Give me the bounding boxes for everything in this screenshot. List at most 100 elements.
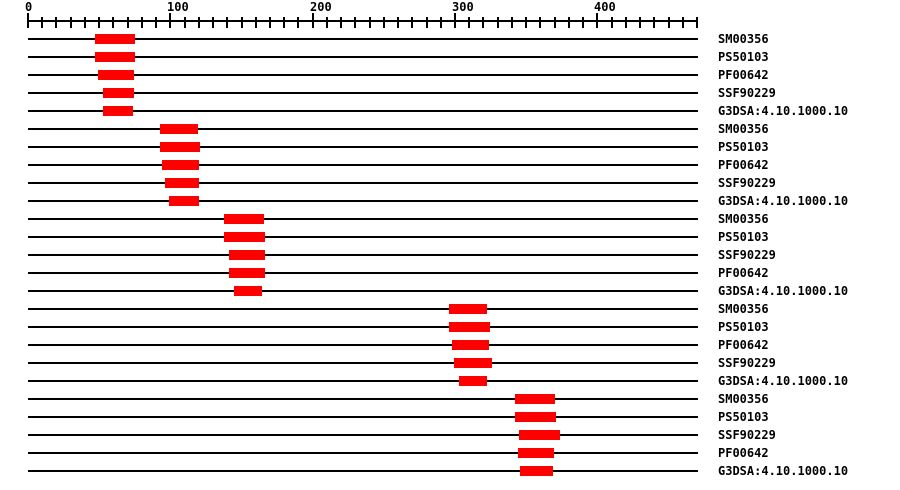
axis-minor-tick [340,17,342,28]
axis-minor-tick [212,17,214,28]
sequence-line [28,74,698,76]
axis-minor-tick [639,17,641,28]
match-bar [449,304,487,314]
axis-minor-tick [554,17,556,28]
sequence-line [28,146,698,148]
signature-label: G3DSA:4.10.1000.10 [718,374,849,388]
match-bar [169,196,199,206]
axis-minor-tick [297,17,299,28]
match-bar [515,412,556,422]
signature-label: SSF90229 [718,356,776,370]
sequence-line [28,38,698,40]
axis-minor-tick [668,17,670,28]
signature-label: SM00356 [718,212,769,226]
axis-major-tick [454,13,456,28]
signature-label: SM00356 [718,302,769,316]
axis-minor-tick [653,17,655,28]
signature-label: PS50103 [718,410,769,424]
signature-label: SSF90229 [718,176,776,190]
axis-tick-label: 100 [167,0,189,14]
signature-label: SM00356 [718,392,769,406]
axis-minor-tick [582,17,584,28]
signature-label: PF00642 [718,446,769,460]
sequence-line [28,452,698,454]
signature-label: PS50103 [718,230,769,244]
match-bar [234,286,262,296]
match-bar [103,106,133,116]
axis-minor-tick [98,17,100,28]
signature-label: SSF90229 [718,248,776,262]
match-bar [229,268,265,278]
match-bar [224,214,264,224]
sequence-line [28,362,698,364]
axis-minor-tick [468,17,470,28]
match-bar [454,358,492,368]
signature-label: PS50103 [718,50,769,64]
match-bar [229,250,265,260]
axis-minor-tick [241,17,243,28]
signature-label: SM00356 [718,32,769,46]
signature-label: PF00642 [718,266,769,280]
signature-label: G3DSA:4.10.1000.10 [718,104,849,118]
axis-minor-tick [426,17,428,28]
match-bar [160,142,200,152]
axis-tick-label: 0 [25,0,33,14]
axis-minor-tick [497,17,499,28]
axis-minor-tick [127,17,129,28]
signature-label: SSF90229 [718,428,776,442]
sequence-line [28,254,698,256]
axis-tick-label: 400 [594,0,616,14]
axis-minor-tick [525,17,527,28]
axis-minor-tick [625,17,627,28]
axis-minor-tick [155,17,157,28]
match-bar [162,160,199,170]
axis-minor-tick [369,17,371,28]
axis-minor-tick [383,17,385,28]
signature-label: G3DSA:4.10.1000.10 [718,464,849,478]
axis-baseline [28,20,698,22]
axis-minor-tick [326,17,328,28]
signature-label: SSF90229 [718,86,776,100]
match-bar [103,88,134,98]
match-bar [98,70,134,80]
axis-major-tick [27,13,29,28]
signature-label: PF00642 [718,338,769,352]
axis-minor-tick [269,17,271,28]
match-bar [449,322,490,332]
axis-minor-tick [568,17,570,28]
sequence-line [28,56,698,58]
sequence-line [28,308,698,310]
signature-label: PF00642 [718,158,769,172]
signature-label: PF00642 [718,68,769,82]
match-bar [520,466,553,476]
sequence-line [28,470,698,472]
sequence-line [28,398,698,400]
signature-label: G3DSA:4.10.1000.10 [718,194,849,208]
sequence-line [28,182,698,184]
sequence-line [28,380,698,382]
sequence-line [28,272,698,274]
sequence-line [28,164,698,166]
match-bar [459,376,487,386]
axis-minor-tick [511,17,513,28]
axis-minor-tick [84,17,86,28]
axis-minor-tick [354,17,356,28]
axis-minor-tick [41,17,43,28]
match-bar [165,178,199,188]
sequence-line [28,218,698,220]
axis-minor-tick [440,17,442,28]
axis-minor-tick [539,17,541,28]
signature-label: PS50103 [718,320,769,334]
axis-minor-tick [55,17,57,28]
match-bar [224,232,265,242]
sequence-line [28,92,698,94]
axis-minor-tick [682,17,684,28]
axis-minor-tick [255,17,257,28]
axis-minor-tick [611,17,613,28]
axis-minor-tick [184,17,186,28]
axis-minor-tick [283,17,285,28]
sequence-line [28,236,698,238]
sequence-line [28,434,698,436]
signature-label: SM00356 [718,122,769,136]
